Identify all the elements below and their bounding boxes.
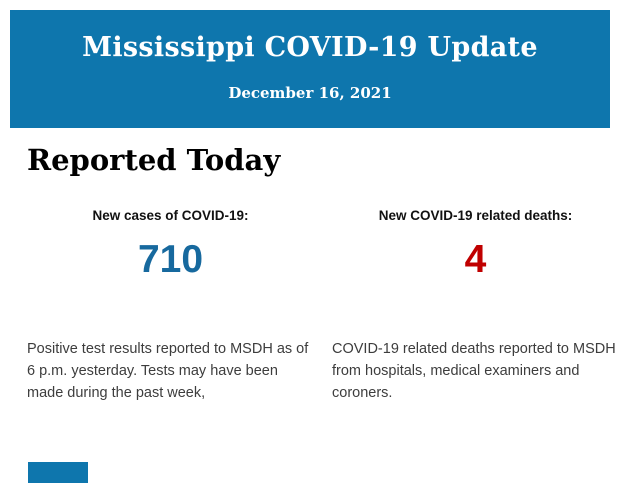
page-title: Mississippi COVID-19 Update <box>82 32 538 63</box>
report-date: December 16, 2021 <box>228 84 392 102</box>
stats-grid: New cases of COVID-19: 710 Positive test… <box>27 208 619 404</box>
new-cases-description: Positive test results reported to MSDH a… <box>27 341 309 401</box>
new-deaths-description: COVID-19 related deaths reported to MSDH… <box>332 341 616 401</box>
new-deaths-value: 4 <box>464 238 487 281</box>
section-title: Reported Today <box>27 143 281 177</box>
new-cases-label: New cases of COVID-19: <box>92 208 249 223</box>
new-cases-value: 710 <box>137 238 204 281</box>
header-banner: Mississippi COVID-19 Update December 16,… <box>10 10 610 128</box>
stat-card-new-deaths: New COVID-19 related deaths: 4 COVID-19 … <box>332 208 619 404</box>
new-deaths-label: New COVID-19 related deaths: <box>378 208 573 223</box>
next-section-banner-partial <box>28 462 88 483</box>
stat-card-new-cases: New cases of COVID-19: 710 Positive test… <box>27 208 314 404</box>
